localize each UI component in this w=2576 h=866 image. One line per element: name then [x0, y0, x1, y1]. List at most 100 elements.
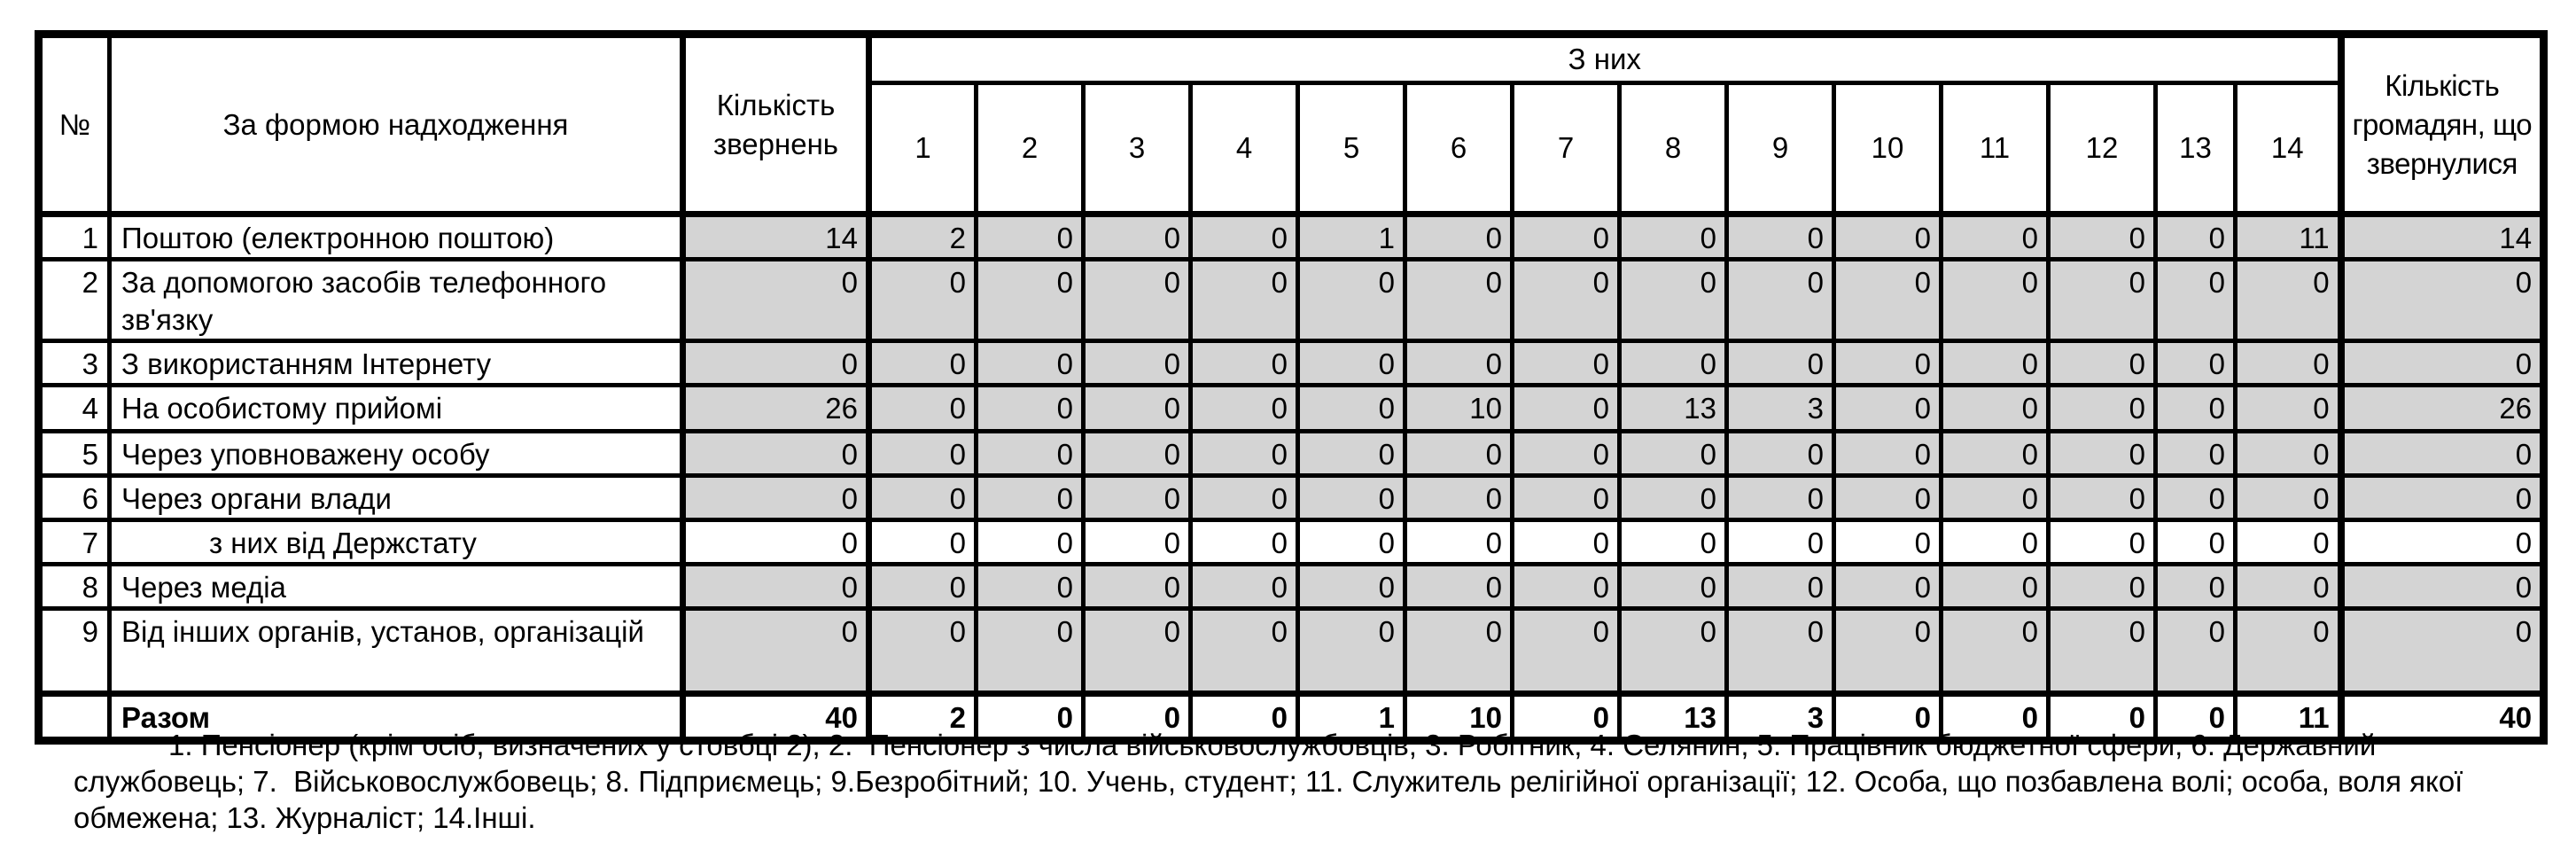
row-col6-cell: 10 — [1403, 383, 1514, 433]
row-col11-cell: 0 — [1939, 339, 2051, 387]
row-number-cell: 7 — [36, 518, 112, 566]
row-col14-cell: 0 — [2232, 429, 2345, 478]
row-col8-cell: 0 — [1617, 606, 1729, 696]
row-col13-cell: 0 — [2153, 212, 2237, 261]
row-count-cell: 0 — [681, 562, 872, 611]
row-col3-cell: 0 — [1081, 562, 1193, 611]
col-header-12: 12 — [2046, 81, 2158, 217]
row-col11-cell: 0 — [1939, 518, 2051, 566]
row-col9-cell: 0 — [1724, 518, 1836, 566]
row-col3-cell: 0 — [1081, 690, 1193, 743]
row-col2-cell: 0 — [974, 606, 1086, 696]
row-citizens-cell: 0 — [2339, 257, 2547, 343]
row-col10-cell: 0 — [1832, 690, 1943, 743]
row-col5-cell: 0 — [1296, 383, 1407, 433]
table-row: 1 Поштою (електронною поштою) 14 2 0 0 0… — [36, 212, 2547, 261]
row-col5-cell: 0 — [1296, 473, 1407, 522]
row-col7-cell: 0 — [1510, 562, 1622, 611]
row-name-cell: з них від Держстату — [107, 518, 686, 566]
row-col14-cell: 11 — [2232, 690, 2345, 743]
col-header-13: 13 — [2153, 81, 2237, 217]
row-col1-cell: 0 — [867, 473, 978, 522]
table-row: 3 З використанням Інтернету 0 0 0 0 0 0 … — [36, 339, 2547, 387]
table-row: 2 За допомогою засобів телефонного зв'яз… — [36, 257, 2547, 343]
row-col8-cell: 0 — [1617, 473, 1729, 522]
row-col14-cell: 11 — [2232, 212, 2345, 261]
row-citizens-cell: 0 — [2339, 429, 2547, 478]
row-col14-cell: 0 — [2232, 562, 2345, 611]
row-col12-cell: 0 — [2046, 212, 2158, 261]
row-col3-cell: 0 — [1081, 429, 1193, 478]
row-col10-cell: 0 — [1832, 429, 1943, 478]
row-number-cell: 8 — [36, 562, 112, 611]
row-col4-cell: 0 — [1188, 212, 1300, 261]
row-citizens-cell: 0 — [2339, 606, 2547, 696]
table-row: 7 з них від Держстату 0 0 0 0 0 0 0 0 0 … — [36, 518, 2547, 566]
row-col11-cell: 0 — [1939, 383, 2051, 433]
col-header-form: За формою надходження — [107, 32, 686, 217]
row-number-cell: 1 — [36, 212, 112, 261]
col-header-6: 6 — [1403, 81, 1514, 217]
row-col4-cell: 0 — [1188, 339, 1300, 387]
row-col6-cell: 0 — [1403, 518, 1514, 566]
row-col11-cell: 0 — [1939, 473, 2051, 522]
row-col6-cell: 0 — [1403, 562, 1514, 611]
row-col6-cell: 10 — [1403, 690, 1514, 743]
total-row: Разом 40 2 0 0 0 1 10 0 13 3 0 0 0 0 11 … — [36, 690, 2547, 743]
row-col13-cell: 0 — [2153, 690, 2237, 743]
row-col11-cell: 0 — [1939, 257, 2051, 343]
col-header-number: № — [36, 32, 112, 217]
row-col10-cell: 0 — [1832, 383, 1943, 433]
header-row-numbers: 1 2 3 4 5 6 7 8 9 10 11 12 13 14 — [39, 81, 2544, 217]
row-col2-cell: 0 — [974, 257, 1086, 343]
table-row: 4 На особистому прийомі 26 0 0 0 0 0 10 … — [36, 383, 2547, 433]
row-col10-cell: 0 — [1832, 562, 1943, 611]
row-citizens-cell: 26 — [2339, 383, 2547, 433]
row-col13-cell: 0 — [2153, 562, 2237, 611]
row-col1-cell: 0 — [867, 562, 978, 611]
row-col7-cell: 0 — [1510, 473, 1622, 522]
row-col6-cell: 0 — [1403, 339, 1514, 387]
col-header-2: 2 — [974, 81, 1086, 217]
header-row-top: № За формою надходження Кількість зверне… — [36, 32, 2547, 217]
row-col4-cell: 0 — [1188, 562, 1300, 611]
row-col5-cell: 0 — [1296, 257, 1407, 343]
row-col6-cell: 0 — [1403, 429, 1514, 478]
row-col9-cell: 0 — [1724, 339, 1836, 387]
row-col5-cell: 0 — [1296, 606, 1407, 696]
row-col12-cell: 0 — [2046, 690, 2158, 743]
row-col12-cell: 0 — [2046, 562, 2158, 611]
row-number-cell — [36, 690, 112, 743]
row-col1-cell: 0 — [867, 339, 978, 387]
row-col10-cell: 0 — [1832, 518, 1943, 566]
row-count-cell: 26 — [681, 383, 872, 433]
row-col9-cell: 0 — [1724, 257, 1836, 343]
row-col4-cell: 0 — [1188, 473, 1300, 522]
col-header-10: 10 — [1832, 81, 1943, 217]
row-col11-cell: 0 — [1939, 429, 2051, 478]
row-col12-cell: 0 — [2046, 518, 2158, 566]
row-col13-cell: 0 — [2153, 473, 2237, 522]
col-header-4: 4 — [1188, 81, 1300, 217]
col-header-count: Кількість звернень — [681, 32, 872, 217]
row-name-cell: На особистому прийомі — [107, 383, 686, 433]
row-col13-cell: 0 — [2153, 606, 2237, 696]
row-count-cell: 40 — [681, 690, 872, 743]
row-col14-cell: 0 — [2232, 473, 2345, 522]
col-header-1: 1 — [867, 81, 978, 217]
row-number-cell: 5 — [36, 429, 112, 478]
row-col4-cell: 0 — [1188, 383, 1300, 433]
row-citizens-cell: 14 — [2339, 212, 2547, 261]
row-col7-cell: 0 — [1510, 212, 1622, 261]
row-col14-cell: 0 — [2232, 518, 2345, 566]
row-col8-cell: 13 — [1617, 690, 1729, 743]
row-number-cell: 4 — [36, 383, 112, 433]
row-col7-cell: 0 — [1510, 518, 1622, 566]
row-col12-cell: 0 — [2046, 473, 2158, 522]
row-col11-cell: 0 — [1939, 212, 2051, 261]
row-col11-cell: 0 — [1939, 690, 2051, 743]
row-col6-cell: 0 — [1403, 473, 1514, 522]
row-col10-cell: 0 — [1832, 339, 1943, 387]
row-col5-cell: 1 — [1296, 690, 1407, 743]
row-name-cell: Через уповноважену особу — [107, 429, 686, 478]
